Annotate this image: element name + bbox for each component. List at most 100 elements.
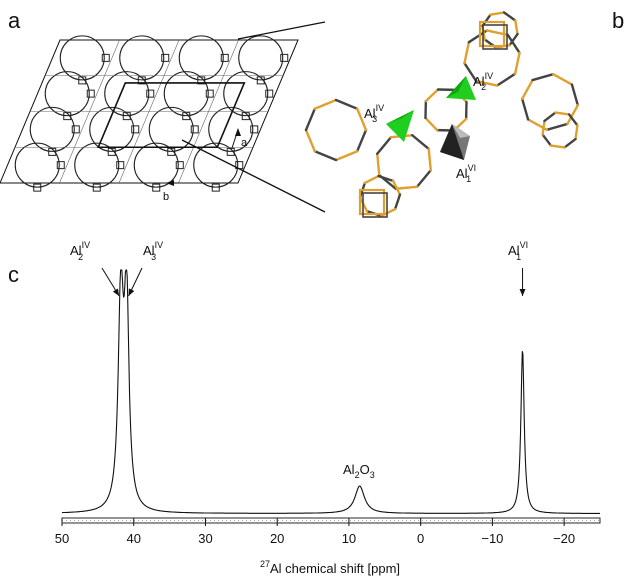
panel-label-a: a [8, 8, 21, 33]
cluster-bond [411, 134, 430, 151]
cluster-bond [304, 128, 316, 153]
lattice-ring [119, 35, 165, 81]
x-tick-label: 0 [417, 531, 424, 546]
zeolite-lattice-diagram [0, 35, 299, 192]
lattice-ring [14, 142, 60, 188]
cluster-bond [520, 97, 530, 121]
cluster-bond [489, 11, 506, 16]
x-tick-labels: 50 40 30 20 10 0 −10 −20 [55, 531, 575, 546]
panel-label-b: b [612, 8, 625, 33]
lattice-square [161, 53, 170, 62]
lattice-square [92, 183, 101, 192]
cluster-bond [356, 107, 368, 132]
lattice-ring [208, 106, 254, 152]
x-axis-title: 27Al chemical shift [ppm] [260, 559, 400, 576]
octahedron-al1-light [452, 124, 470, 138]
panel-label-c: c [8, 262, 19, 287]
cluster-bond [552, 72, 574, 86]
lattice-square [146, 89, 155, 98]
cluster-bond [541, 133, 553, 147]
cluster-bond [563, 137, 577, 149]
cluster-bond [481, 13, 492, 28]
cluster-bond [304, 107, 316, 132]
cluster-bond [391, 179, 402, 196]
cluster-label-al2: AlIV 2 [473, 71, 493, 92]
cluster-bond [545, 122, 569, 132]
lattice-square [265, 89, 274, 98]
x-tick-label: 30 [198, 531, 212, 546]
cluster-bond [377, 174, 395, 183]
cluster-bond [334, 98, 359, 110]
lattice-square [116, 161, 125, 170]
x-tick-label: −10 [481, 531, 503, 546]
peak-annotations: AlIV 2 AlIV 3 AlVI 1 Al2O3 [70, 240, 528, 480]
cluster-bond [541, 119, 546, 136]
arrow-al1-head [519, 289, 526, 296]
x-tick-label: 50 [55, 531, 69, 546]
lattice-square [86, 89, 95, 98]
lattice-square [280, 53, 289, 62]
cluster-bond [463, 61, 478, 83]
lattice-ring [163, 71, 209, 117]
lattice-square [205, 89, 214, 98]
cluster-bond [502, 11, 517, 22]
lattice-outline [0, 39, 299, 184]
lattice-square [250, 125, 259, 134]
cluster-bond [570, 83, 580, 107]
cluster-bond [495, 72, 517, 87]
lattice-square [56, 161, 65, 170]
lattice-square [190, 125, 199, 134]
arrow-al3-head [128, 288, 135, 296]
cluster-bond [313, 98, 338, 110]
x-tick-label: 20 [270, 531, 284, 546]
zoom-lines [181, 21, 326, 213]
cluster-bond [549, 144, 566, 149]
x-tick-label: −20 [553, 531, 575, 546]
peak-label-al3: AlIV 3 [143, 240, 163, 262]
cluster-bond [513, 51, 521, 76]
lattice-ring [74, 142, 120, 188]
cluster-bond [356, 128, 368, 153]
cluster-bond [506, 33, 521, 55]
nmr-spectrum: 50 40 30 20 10 0 −10 −20 27Al chemical shift [p… [55, 240, 601, 576]
arrow-al2-head [112, 288, 120, 296]
cluster-bond [313, 150, 338, 162]
cluster-bond [424, 116, 439, 132]
cluster-bond [566, 104, 580, 126]
lattice-ring [193, 142, 239, 188]
axis-a-label: a [241, 137, 248, 149]
peak-label-al2: AlIV 2 [70, 240, 90, 262]
peak-label-al2o3: Al2O3 [343, 462, 375, 480]
lattice-ring [104, 71, 150, 117]
cluster-bond [427, 147, 432, 172]
cluster-bond [567, 113, 579, 127]
cluster-ring4 [362, 192, 388, 218]
cluster-ring4 [482, 24, 508, 50]
cluster-bond [554, 111, 571, 116]
x-axis [61, 517, 601, 526]
lattice-square [71, 125, 80, 134]
tetrahedron-al3 [386, 110, 414, 142]
spectrum-line [62, 269, 600, 514]
lattice-ring [133, 142, 179, 188]
x-tick-label: 10 [342, 531, 356, 546]
unit-cell [97, 82, 246, 149]
lattice-ring [223, 71, 269, 117]
cluster-bond [543, 111, 557, 123]
cluster-bond [415, 169, 432, 188]
cluster-bond [334, 150, 359, 162]
peak-label-al1: AlVI 1 [508, 240, 528, 262]
cluster-bond [424, 88, 440, 103]
octahedron-al1-shade [440, 124, 464, 160]
tetrahedron-al2 [446, 76, 476, 100]
lattice-ring [44, 71, 90, 117]
tetrahedron-al3-shade [386, 110, 414, 124]
lattice-square [131, 125, 140, 134]
x-tick-label: 40 [126, 531, 140, 546]
lattice-ring [89, 106, 135, 152]
cluster-label-al1: AlVI 1 [456, 163, 476, 184]
cluster-label-al3: AlIV 3 [364, 103, 384, 124]
cluster-bond [514, 19, 519, 36]
cluster-bond [520, 78, 534, 100]
